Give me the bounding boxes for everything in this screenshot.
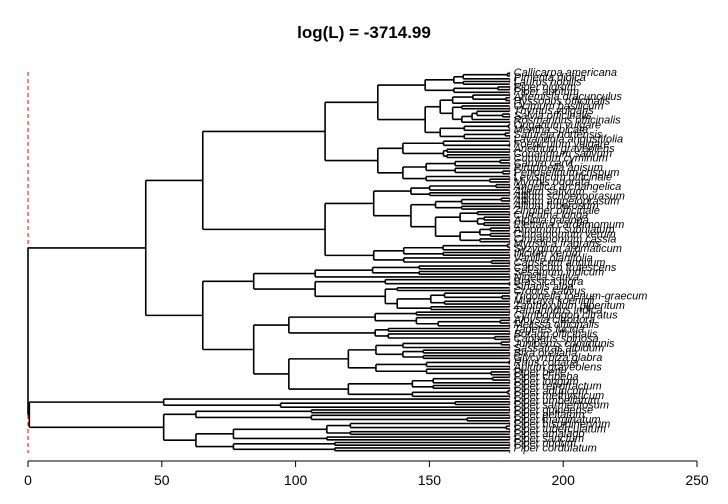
tip-label: Petroselinum crispum [514, 167, 620, 179]
tip-label: Tamarindus indica [514, 305, 603, 317]
tip-label: Aloysia citrodora [513, 314, 595, 326]
tip-label: Sassafras albidum [514, 343, 605, 355]
tip-label: Cinnamomum cassia [514, 233, 617, 245]
tip-label: Tagetes lucida [514, 324, 585, 336]
tip-label: Vanilla planifolia [514, 252, 593, 264]
tip-label: Ocimum basilicum [514, 100, 604, 112]
tip-label: Brassica nigra [514, 276, 584, 288]
x-tick-label: 150 [418, 472, 442, 488]
tip-label: Anethum graveolens [513, 143, 615, 155]
tip-label: Carum carvi [514, 157, 574, 169]
tip-label: Apium graveolens [513, 362, 603, 374]
tip-label: Piper cordulatum [514, 442, 597, 454]
tip-label: Piper peltatum [514, 409, 585, 421]
x-axis: 0 50 100 150 200 250 [24, 460, 709, 488]
tip-label: Allium ampeloprasum [513, 195, 620, 207]
tip-label: Alpinia galanga [513, 214, 589, 226]
tip-label: Crocus sativus [514, 286, 587, 298]
tip-label: Nigella sativa [514, 271, 579, 283]
tip-label: Sesamum indicum [514, 267, 604, 279]
x-tick-label: 200 [552, 472, 576, 488]
tip-label: Amomum subulatum [513, 224, 615, 236]
tip-label: Melissa officinalis [514, 319, 600, 331]
tip-label: Coriandrum sativum [514, 148, 612, 160]
tip-label: Piper nigrum [514, 81, 576, 93]
tip-label: Bixa orellana [514, 347, 578, 359]
tip-label: Angelica archangelica [513, 181, 622, 193]
tip-label: Mentha spicata [514, 124, 589, 136]
tip-label: Piper cubeba [514, 371, 579, 383]
chart-title: log(L) = -3714.99 [297, 23, 431, 42]
tip-label: Pimenta dioica [514, 72, 586, 84]
tip-label: Pimpinella anisum [514, 162, 603, 174]
tip-label: Piper retrofractum [514, 381, 602, 393]
tip-label: Thymus vulgaris [514, 105, 595, 117]
x-tick-label: 100 [284, 472, 308, 488]
tip-label: Piper aduncum [514, 385, 588, 397]
tip-label: Piper guineense [514, 404, 594, 416]
tip-label: Capparis spinosa [514, 333, 599, 345]
tip-label: Juniperus communis [513, 338, 615, 350]
tip-label: Foeniculum vulgare [514, 138, 610, 150]
tip-label: Piper hispidinervum [514, 419, 611, 431]
tip-label: Capsicum annuum [514, 257, 606, 269]
tip-label: Elettaria cardamomum [514, 219, 625, 231]
tip-label: Piper umbellatum [514, 395, 600, 407]
tip-label: Piper methysticum [514, 390, 604, 402]
tip-label: Murraya koenigii [514, 295, 595, 307]
tip-label: Piper nudum [514, 438, 576, 450]
tip-label: Capsicum frutescens [514, 262, 617, 274]
tip-label: Laurus nobilis [514, 77, 582, 89]
tip-label: Piper tuberculatum [514, 423, 606, 435]
tip-label: Allium sativum [513, 186, 585, 198]
tip-label: Syzygium aromaticum [514, 243, 622, 255]
tip-label: Allium tuberosum [513, 200, 599, 212]
tip-label: Piper auritum [514, 86, 579, 98]
tip-label: Lavandula angustifolia [514, 134, 623, 146]
tip-label: Salvia officinalis [514, 110, 593, 122]
tip-label: Rhus coriaria [514, 357, 579, 369]
tip-label: Curcuma longa [514, 210, 589, 222]
tip-label: Satureja hortensis [514, 129, 603, 141]
tip-label: Piper marginatum [514, 414, 601, 426]
tip-label: Origanum vulgare [514, 119, 601, 131]
tip-label: Levisticum officinale [514, 172, 612, 184]
tip-label: Artemisia dracunculus [513, 91, 623, 103]
x-tick-label: 250 [685, 472, 709, 488]
tip-label: Zanthoxylum piperitum [513, 300, 625, 312]
tip-label: Sinapis alba [514, 281, 574, 293]
tip-label: Rosmarinus officinalis [514, 115, 621, 127]
tree-branches [27, 72, 511, 452]
tip-label: Callicarpa americana [514, 67, 617, 79]
tip-label: Illicium verum [514, 248, 581, 260]
x-tick-label: 50 [154, 472, 170, 488]
tip-label: Cymbopogon citratus [514, 309, 618, 321]
tip-label: Cuminum cyminum [514, 153, 608, 165]
x-tick-label: 0 [24, 472, 32, 488]
tip-label: Piper sarmentosum [514, 400, 609, 412]
tip-label: Piper sanctum [514, 433, 584, 445]
tip-label: Piper betle [514, 366, 567, 378]
tip-label: Allium schoenoprasum [513, 191, 625, 203]
tip-label: Hyssopus officinalis [514, 96, 611, 108]
tip-label: Zingiber officinale [513, 205, 600, 217]
tip-label: Trigonella foenum-graecum [514, 290, 648, 302]
tip-label: Glycyrrhiza glabra [514, 352, 603, 364]
tip-label: Borago officinalis [514, 328, 598, 340]
tip-label: Myrrhis odorata [514, 176, 590, 188]
tip-label: Myristica fragrans [514, 238, 601, 250]
tip-label: Cinnamomum verum [514, 229, 616, 241]
tip-label: Piper longum [514, 376, 579, 388]
tip-label: Piper amalago [514, 428, 585, 440]
